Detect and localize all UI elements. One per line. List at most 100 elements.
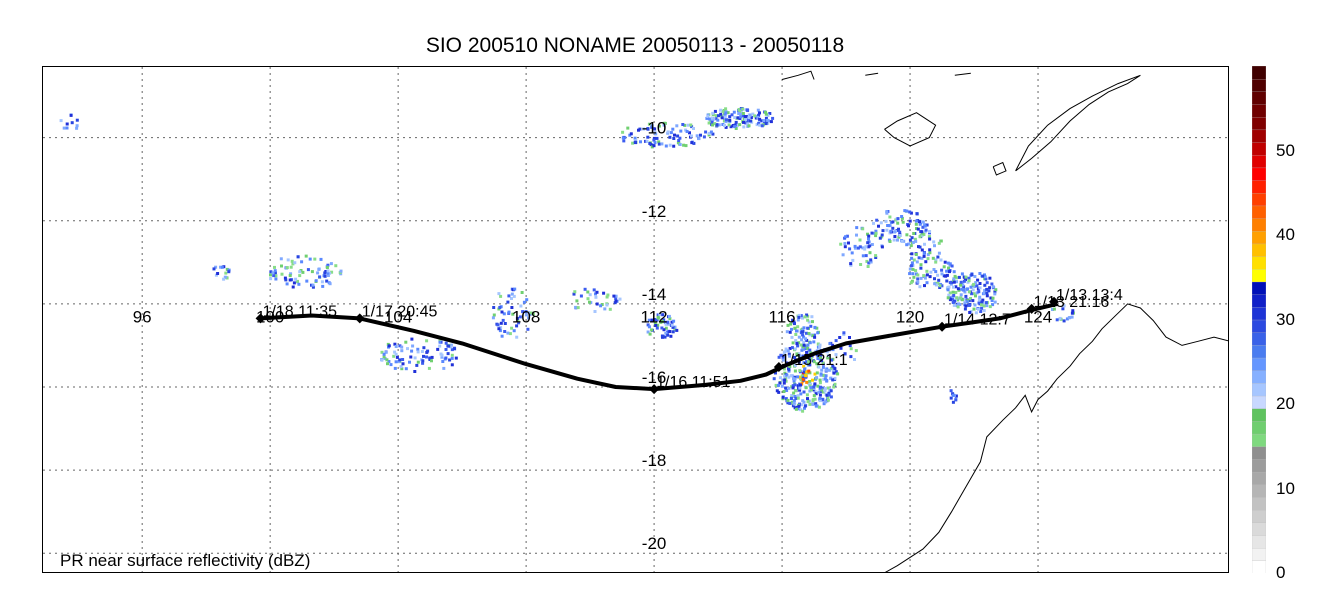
rain-pixel [498, 306, 502, 309]
rain-pixel [951, 297, 954, 301]
rain-pixel [425, 355, 428, 359]
rain-pixel [978, 286, 982, 290]
rain-pixel [898, 230, 902, 234]
rain-pixel [900, 215, 904, 218]
rain-pixel [977, 298, 981, 302]
rain-pixel [633, 140, 637, 144]
rain-pixel [952, 294, 956, 297]
rain-pixel [269, 273, 272, 277]
rain-pixel [807, 369, 811, 373]
rain-pixel [621, 136, 625, 140]
rain-pixel [797, 352, 801, 356]
rain-pixel [735, 124, 739, 128]
rain-pixel [603, 307, 607, 311]
rain-pixel [785, 389, 789, 392]
rain-pixel [833, 367, 837, 371]
rain-pixel [878, 236, 882, 240]
rain-pixel [653, 322, 657, 326]
rain-pixel [442, 366, 446, 370]
rain-pixel [800, 374, 804, 378]
rain-pixel [815, 353, 819, 357]
rain-pixel [923, 224, 927, 228]
rain-pixel [714, 114, 718, 118]
rain-pixel [968, 303, 972, 307]
rain-pixel [955, 280, 958, 284]
rain-pixel [841, 253, 845, 257]
colorbar-tick-label: 0 [1276, 563, 1286, 582]
colorbar-segment [1252, 66, 1266, 80]
rain-pixel [801, 409, 805, 413]
rain-pixel [447, 344, 451, 348]
rain-pixel [647, 318, 651, 322]
rain-pixel [685, 130, 689, 133]
rain-pixel [796, 407, 800, 411]
rain-pixel [421, 359, 425, 363]
rain-pixel [310, 270, 314, 274]
rain-pixel [834, 339, 838, 343]
rain-pixel [722, 119, 726, 123]
rain-pixel [683, 123, 687, 127]
rain-pixel [819, 385, 822, 389]
rain-pixel [214, 273, 218, 277]
rain-pixel [919, 263, 923, 267]
rain-pixel [934, 260, 938, 264]
rain-pixel [948, 298, 952, 302]
rain-pixel [787, 375, 791, 379]
rain-pixel [829, 367, 833, 371]
rain-pixel [933, 277, 936, 281]
rain-pixel [793, 363, 797, 367]
rain-pixel [436, 347, 440, 351]
rain-pixel [813, 372, 817, 376]
rain-pixel [797, 335, 801, 339]
colorbar-segment [1252, 332, 1266, 346]
rain-pixel [805, 360, 808, 364]
rain-pixel [800, 330, 804, 334]
rain-pixel [790, 394, 794, 397]
colorbar-segment [1252, 522, 1266, 536]
track-marker [649, 384, 660, 395]
rain-pixel [677, 139, 681, 142]
rain-pixel [910, 264, 913, 268]
rain-pixel [812, 394, 816, 398]
rain-pixel [802, 364, 806, 368]
rain-pixel [499, 326, 503, 330]
rain-pixel [817, 365, 821, 369]
rain-pixel [393, 342, 397, 346]
rain-pixel [721, 109, 725, 113]
rain-pixel [290, 259, 294, 263]
rain-pixel [444, 356, 448, 360]
rain-pixel [646, 323, 650, 327]
rain-pixel [671, 127, 675, 131]
rain-pixel [758, 111, 761, 115]
rain-pixel [662, 123, 666, 127]
rain-pixel [896, 221, 900, 225]
rain-pixel [642, 127, 646, 131]
rain-pixel [806, 346, 810, 350]
rain-pixel [806, 397, 809, 401]
rain-pixel [937, 278, 941, 282]
rain-pixel [269, 277, 273, 281]
rain-pixel [805, 331, 808, 335]
rain-pixel [940, 268, 944, 272]
rain-pixel [380, 358, 384, 362]
rain-pixel [279, 257, 283, 261]
rain-pixel [918, 235, 922, 239]
rain-pixel [789, 322, 793, 326]
rain-pixel [389, 363, 393, 367]
rain-pixel [827, 368, 831, 372]
rain-pixel [864, 245, 868, 249]
rain-pixel [829, 395, 833, 399]
rain-pixel [440, 353, 444, 357]
rain-pixel [655, 318, 659, 322]
rain-pixel [954, 394, 958, 398]
rain-pixel [907, 242, 911, 246]
rain-pixel [824, 368, 828, 372]
rain-pixel [820, 368, 824, 372]
rain-pixel [280, 264, 283, 268]
rain-pixel [794, 333, 798, 336]
rain-pixel [991, 285, 995, 289]
rain-pixel [800, 348, 804, 352]
rain-pixel [811, 378, 814, 382]
track-marker [773, 362, 784, 373]
colorbar-segment [1252, 192, 1266, 207]
